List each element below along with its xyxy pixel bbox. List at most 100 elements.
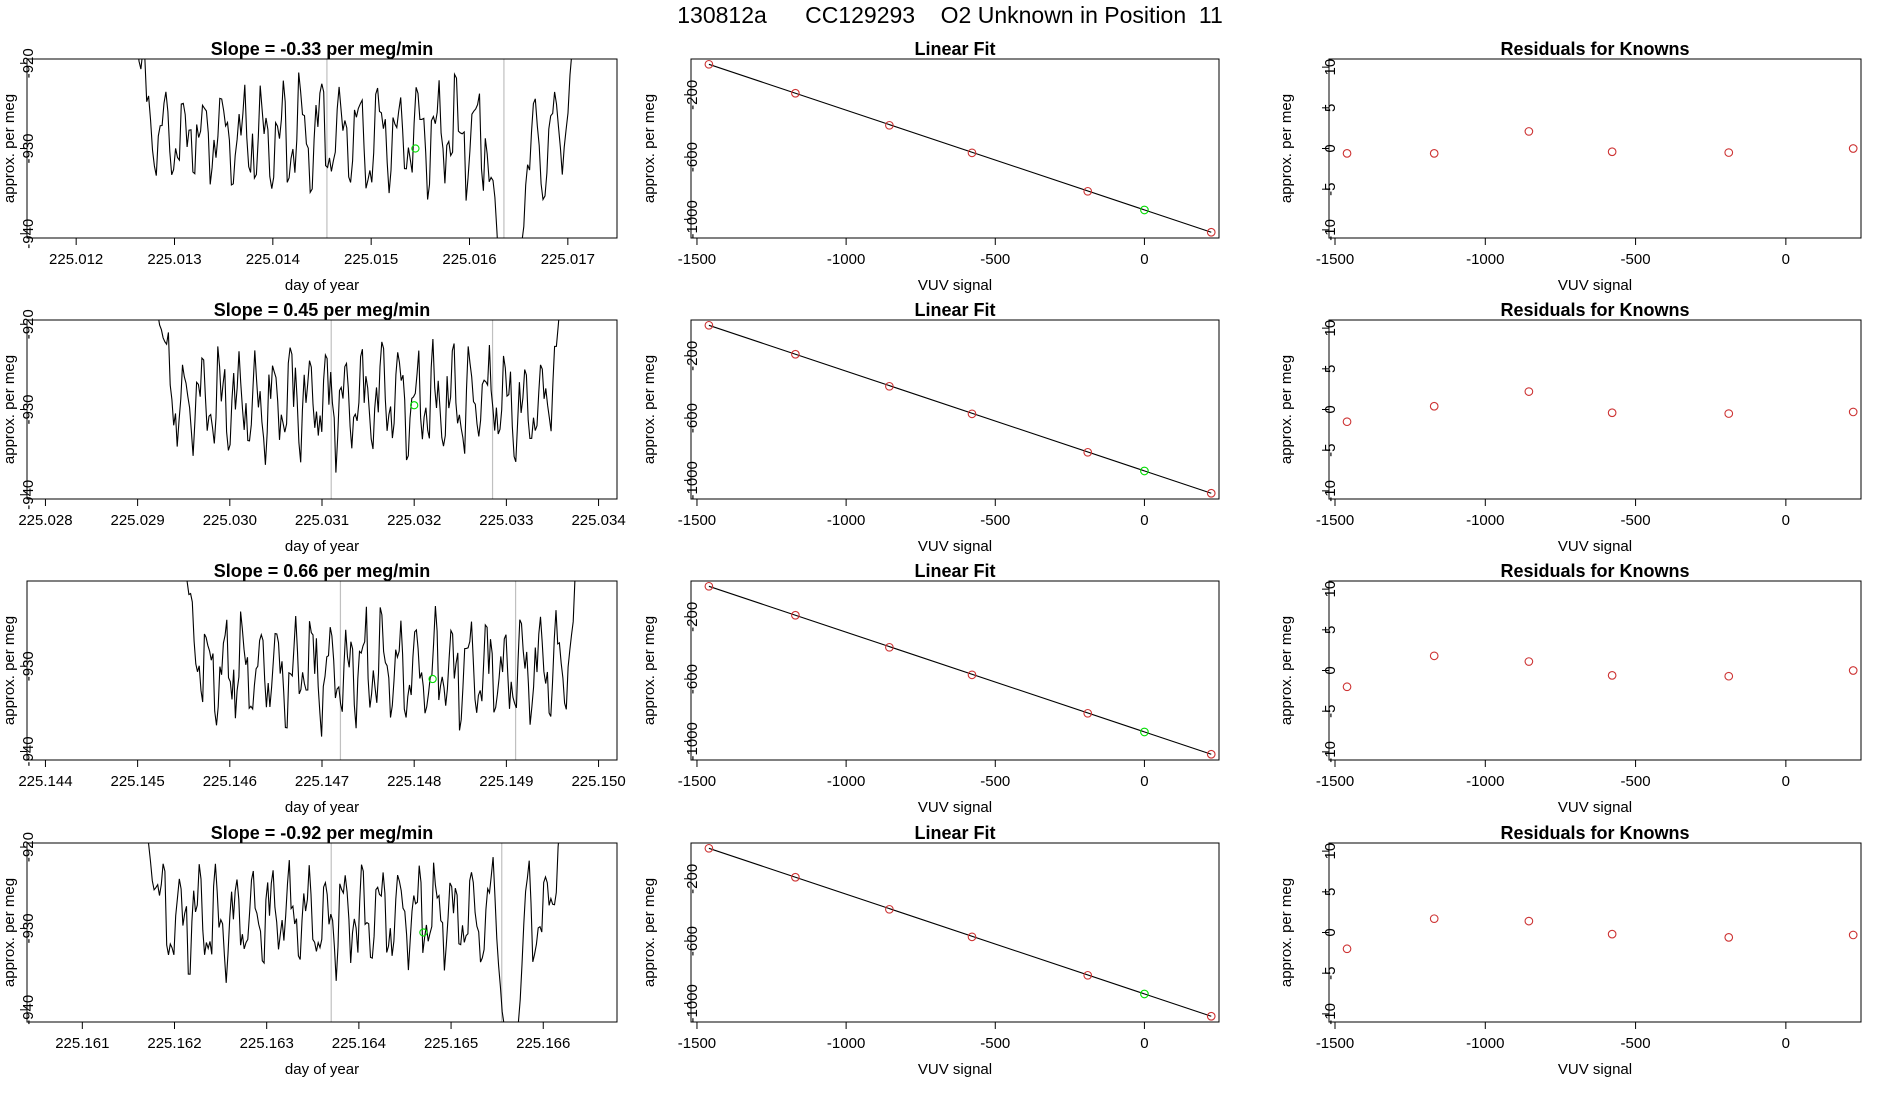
residual-point (1429, 914, 1439, 924)
panel-title: Slope = 0.66 per meg/min (214, 561, 431, 581)
x-tick-label: -500 (1621, 773, 1651, 790)
residual-point (1342, 682, 1352, 692)
x-tick-label: 0 (1140, 1035, 1148, 1052)
residual-point (1848, 407, 1858, 417)
plot-area (704, 59, 1216, 237)
residual-point (1429, 149, 1439, 158)
y-axis-label: approx. per meg (1, 616, 18, 725)
plot-frame (690, 580, 1220, 761)
y-tick-label: -10 (1322, 480, 1339, 502)
residual-point (1607, 147, 1617, 157)
x-tick-label: 225.164 (332, 1035, 386, 1052)
x-tick-label: 225.012 (49, 251, 103, 268)
residual-point (1342, 417, 1352, 427)
plot-area (1342, 914, 1858, 954)
time-series-line (158, 320, 560, 473)
unknown-point (1140, 466, 1149, 476)
y-tick-label: -200 (684, 602, 701, 632)
unknown-point (1140, 727, 1149, 737)
x-tick-label: 225.029 (111, 512, 165, 529)
x-tick-label: -1000 (827, 1035, 865, 1052)
x-tick-label: -1000 (827, 251, 865, 268)
x-tick-label: -1000 (827, 512, 865, 529)
y-tick-label: -940 (20, 219, 37, 249)
known-point (791, 349, 800, 359)
unknown-point (410, 401, 419, 410)
panel-title: Linear Fit (914, 39, 995, 59)
plot-area (1342, 387, 1858, 427)
y-tick-label: 10 (1322, 320, 1339, 337)
y-tick-label: -600 (684, 403, 701, 433)
x-axis-label: VUV signal (918, 277, 992, 294)
unknown-point (1140, 989, 1149, 999)
x-tick-label: 0 (1782, 251, 1790, 268)
x-tick-label: 225.146 (203, 773, 257, 790)
residual-point (1524, 127, 1534, 136)
unknown-point (428, 674, 437, 684)
plot-area (186, 581, 578, 760)
y-tick-label: -920 (20, 832, 37, 862)
y-axis-label: approx. per meg (641, 94, 658, 203)
time-series-line (186, 581, 578, 737)
x-tick-label: 225.032 (387, 512, 441, 529)
x-axis-label: day of year (285, 277, 359, 294)
x-tick-label: 0 (1140, 512, 1148, 529)
x-tick-label: -500 (980, 512, 1010, 529)
panel-title: Slope = -0.33 per meg/min (211, 39, 434, 59)
panel-title: Residuals for Knowns (1500, 300, 1689, 320)
x-axis-label: VUV signal (918, 799, 992, 816)
residual-point (1724, 148, 1734, 157)
panel-r2-c0: Slope = 0.66 per meg/min day of year appro… (1, 561, 626, 816)
residual-point (1848, 666, 1858, 675)
unknown-point (1140, 205, 1149, 215)
x-tick-label: 225.034 (571, 512, 625, 529)
fit-line (708, 63, 1212, 233)
x-tick-label: -1000 (1466, 512, 1504, 529)
y-tick-label: -5 (1322, 705, 1339, 718)
fit-line (708, 847, 1212, 1017)
known-point (1206, 227, 1216, 237)
y-tick-label: -1000 (684, 722, 701, 760)
x-tick-label: -500 (980, 1035, 1010, 1052)
plot-frame (26, 319, 618, 500)
panel-r0-c1: Linear Fit VUV signal approx. per meg -1500… (641, 39, 1220, 294)
y-tick-label: -5 (1322, 967, 1339, 980)
y-tick-label: -940 (20, 995, 37, 1025)
known-point (1206, 488, 1216, 498)
fit-line (708, 324, 1212, 494)
x-tick-label: 225.016 (442, 251, 496, 268)
plot-frame (26, 842, 618, 1023)
residual-point (1848, 144, 1858, 153)
residual-point (1524, 657, 1534, 666)
plot-area (147, 843, 559, 1022)
x-tick-label: -1000 (1466, 773, 1504, 790)
known-point (967, 148, 977, 158)
known-point (791, 872, 800, 882)
residual-point (1524, 387, 1534, 396)
y-tick-label: -1000 (684, 984, 701, 1022)
x-tick-label: 225.165 (424, 1035, 478, 1052)
known-point (1083, 970, 1093, 980)
known-point (1083, 447, 1093, 457)
x-axis-label: VUV signal (1558, 277, 1632, 294)
y-tick-label: 0 (1322, 405, 1339, 413)
x-axis-label: VUV signal (1558, 799, 1632, 816)
y-tick-label: -600 (684, 664, 701, 694)
x-axis-label: day of year (285, 538, 359, 555)
x-tick-label: 225.033 (479, 512, 533, 529)
known-point (704, 581, 714, 591)
x-tick-label: 225.161 (55, 1035, 109, 1052)
y-tick-label: -200 (684, 80, 701, 110)
plot-frame (690, 842, 1220, 1023)
residual-point (1429, 401, 1439, 411)
y-tick-label: -10 (1322, 741, 1339, 763)
x-tick-label: 225.166 (516, 1035, 570, 1052)
panel-title: Linear Fit (914, 823, 995, 843)
y-tick-label: -5 (1322, 183, 1339, 196)
plot-area (704, 320, 1216, 498)
x-tick-label: 225.014 (246, 251, 300, 268)
plot-frame (1328, 58, 1862, 239)
y-tick-label: 10 (1322, 59, 1339, 76)
plot-frame (1328, 319, 1862, 500)
